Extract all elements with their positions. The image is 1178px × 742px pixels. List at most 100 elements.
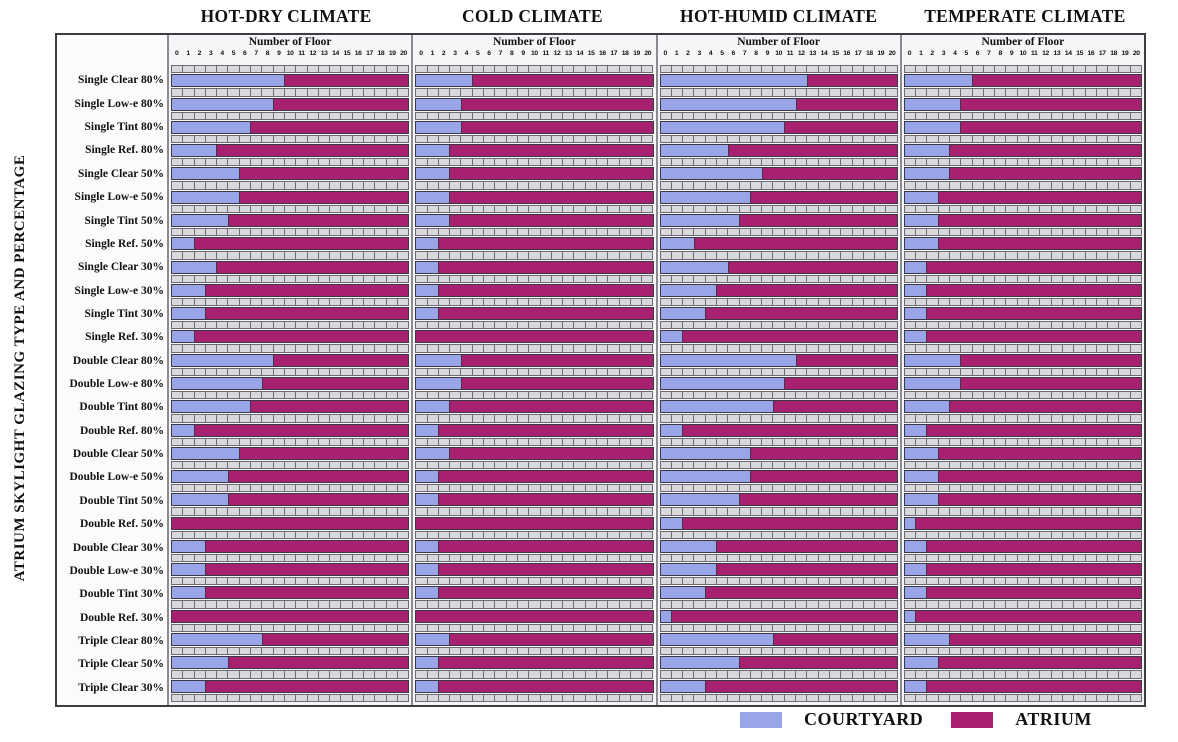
grid-cell: [1051, 414, 1063, 423]
bar-segment-atrium: [261, 376, 410, 390]
grid-cell: [251, 134, 263, 144]
grid-cell: [171, 647, 184, 656]
grid-cell: [1017, 204, 1030, 213]
grid-cell: [318, 484, 331, 493]
grid-cell: [659, 553, 672, 563]
grid-cell: [961, 390, 973, 400]
grid-cell: [341, 414, 353, 423]
row-label: Double Clear 30%: [72, 541, 164, 554]
grid-cell: [642, 88, 654, 97]
grid-cell: [671, 390, 684, 400]
grid-cell: [484, 414, 496, 423]
grid-cell: [330, 134, 342, 144]
grid-cell: [1119, 623, 1131, 633]
grid-spacer-row: [903, 530, 1142, 540]
grid-cell: [495, 693, 507, 702]
grid-cell: [1017, 437, 1030, 446]
grid-cell: [863, 507, 876, 516]
bar-row: [171, 213, 410, 227]
grid-cell: [642, 181, 654, 190]
grid-cell: [183, 414, 195, 423]
grid-cell: [671, 227, 684, 237]
grid-cell: [807, 321, 819, 330]
bar-row: [171, 376, 410, 390]
grid-cell: [659, 670, 672, 679]
grid-cell: [239, 460, 252, 470]
grid-spacer-row: [415, 367, 654, 377]
bar-segment-atrium: [460, 97, 654, 111]
grid-cell: [318, 297, 331, 307]
grid-cell: [563, 484, 575, 493]
grid-cell: [318, 65, 331, 74]
grid-cell: [716, 134, 729, 144]
grid-cell: [438, 623, 451, 633]
bar-segment-courtyard: [659, 470, 751, 484]
grid-cell: [1017, 274, 1030, 283]
grid-cell: [1096, 321, 1109, 330]
grid-cell: [352, 227, 365, 237]
grid-cell: [728, 647, 740, 656]
grid-cell: [194, 600, 206, 609]
tick-label: 7: [742, 50, 747, 57]
grid-cell: [375, 88, 387, 97]
grid-cell: [330, 414, 342, 423]
grid-cell: [205, 553, 218, 563]
tick-label: 8: [509, 50, 514, 57]
grid-cell: [716, 88, 729, 97]
grid-cell: [551, 297, 564, 307]
grid-cell: [540, 437, 552, 446]
grid-cell: [995, 227, 1007, 237]
tick-label: 10: [775, 50, 782, 57]
grid-cell: [773, 530, 785, 539]
bar-segment-courtyard: [171, 144, 217, 158]
bar-segment-atrium: [471, 74, 654, 88]
grid-cell: [961, 530, 973, 539]
grid-cell: [1040, 460, 1052, 470]
grid-cell: [284, 158, 297, 167]
grid-cell: [1062, 390, 1075, 400]
grid-cell: [386, 623, 398, 633]
grid-cell: [239, 414, 252, 423]
grid-cell: [364, 484, 376, 493]
grid-cell: [341, 437, 353, 446]
grid-cell: [495, 134, 507, 144]
grid-cell: [262, 670, 274, 679]
grid-cell: [597, 321, 609, 330]
grid-cell: [341, 181, 353, 190]
grid-cell: [716, 577, 729, 586]
grid-spacer-row: [415, 134, 654, 144]
tick-label: 3: [697, 50, 702, 57]
grid-cell: [642, 367, 654, 376]
bar-segment-courtyard: [171, 260, 217, 274]
grid-cell: [1062, 530, 1075, 539]
grid-cell: [540, 344, 552, 353]
grid-cell: [386, 414, 398, 423]
bar-segment-atrium: [960, 376, 1142, 390]
grid-cell: [841, 623, 853, 633]
grid-cell: [597, 134, 609, 144]
grid-cell: [949, 344, 962, 353]
grid-cell: [1130, 484, 1142, 493]
tick-label: 0: [174, 50, 179, 57]
grid-cell: [1017, 344, 1030, 353]
grid-cell: [386, 204, 398, 213]
bar-row: [171, 330, 410, 344]
grid-cell: [307, 321, 319, 330]
tick-label: 6: [731, 50, 736, 57]
grid-cell: [1085, 134, 1097, 144]
grid-cell: [1119, 507, 1131, 516]
grid-cell: [1051, 693, 1063, 702]
grid-cell: [318, 623, 331, 633]
grid-cell: [694, 65, 706, 74]
grid-cell: [608, 88, 620, 97]
grid-cell: [273, 414, 285, 423]
grid-cell: [217, 227, 229, 237]
grid-cell: [961, 65, 973, 74]
tick-label: 13: [320, 50, 328, 57]
grid-cell: [852, 670, 864, 679]
grid-cell: [597, 390, 609, 400]
tick-label: 13: [809, 50, 817, 57]
grid-cell: [427, 134, 439, 144]
grid-cell: [563, 227, 575, 237]
grid-cell: [773, 158, 785, 167]
